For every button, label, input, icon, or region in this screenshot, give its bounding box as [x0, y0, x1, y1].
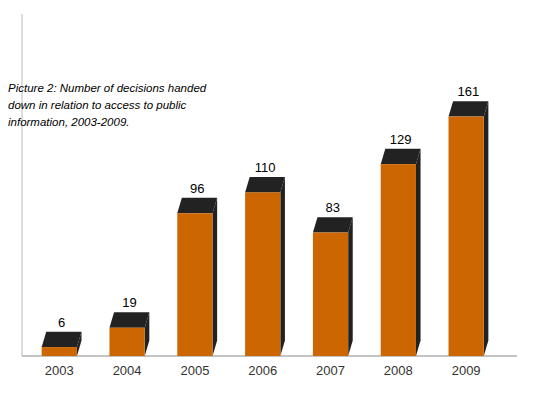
bar-side-face	[280, 177, 285, 356]
data-label: 19	[122, 295, 136, 310]
data-label: 96	[190, 181, 204, 196]
bar-side-face	[77, 332, 82, 356]
x-tick-label: 2008	[384, 363, 413, 378]
labels: 6 2003 19 2004 96 2005 110 2006 83 2007 129 2008 161…	[45, 84, 481, 378]
bar	[177, 213, 212, 356]
bar-side-face	[484, 101, 489, 356]
bars	[42, 101, 489, 356]
x-tick-label: 2007	[316, 363, 345, 378]
caption-line: information, 2003-2009.	[8, 116, 129, 128]
x-tick-label: 2003	[45, 363, 74, 378]
data-label: 129	[390, 132, 412, 147]
chart-container: 6 2003 19 2004 96 2005 110 2006 83 2007 129 2008 161…	[0, 0, 533, 401]
bar	[42, 347, 77, 356]
bar-top-face	[245, 177, 285, 192]
y-axis-line	[22, 14, 23, 356]
data-label: 110	[255, 160, 276, 175]
bar	[109, 328, 144, 356]
data-label: 161	[458, 84, 480, 99]
chart-svg: 6 2003 19 2004 96 2005 110 2006 83 2007 129 2008 161…	[0, 0, 533, 401]
bar-top-face	[313, 217, 353, 232]
bar	[245, 192, 280, 356]
data-label: 83	[326, 200, 340, 215]
bar-top-face	[109, 312, 149, 327]
caption-line: Picture 2: Number of decisions handed	[8, 82, 207, 94]
x-tick-label: 2004	[113, 363, 142, 378]
caption-line: down in relation to access to public	[8, 99, 187, 111]
data-label: 6	[58, 315, 65, 330]
bar-side-face	[213, 198, 218, 356]
bar	[313, 233, 348, 356]
bar-side-face	[416, 149, 421, 356]
bar-side-face	[145, 312, 150, 356]
x-tick-label: 2009	[452, 363, 481, 378]
bar	[381, 164, 416, 356]
x-tick-label: 2005	[180, 363, 209, 378]
bar-top-face	[177, 198, 217, 213]
x-tick-label: 2006	[248, 363, 277, 378]
bar-side-face	[348, 217, 353, 356]
bar-top-face	[42, 332, 82, 347]
bar-top-face	[449, 101, 489, 116]
bar	[449, 117, 484, 356]
bar-top-face	[381, 149, 421, 164]
